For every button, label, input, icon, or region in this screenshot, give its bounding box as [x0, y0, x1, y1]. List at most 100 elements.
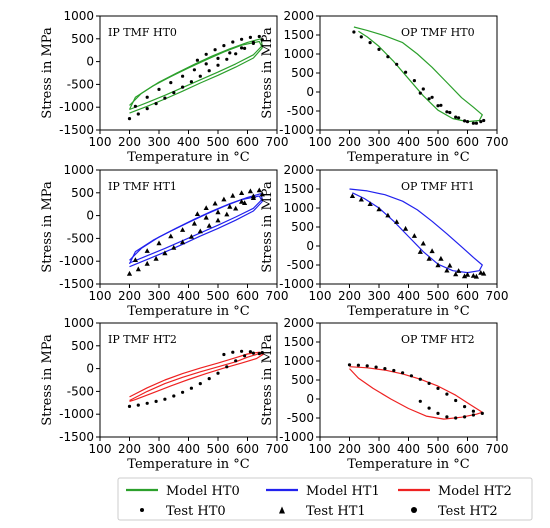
test-point	[227, 203, 233, 209]
test-point	[162, 250, 168, 256]
test-point	[368, 41, 372, 45]
y-tick-label: 1500	[283, 28, 314, 42]
test-point	[404, 70, 408, 74]
y-tick-label: -1000	[279, 277, 314, 291]
y-axis-label: Stress in MPa	[260, 181, 275, 273]
panel-1: 100 200 300 400 500 600 700 -1500 -1000 -500 0 500 1…	[40, 9, 288, 165]
test-point	[225, 365, 229, 369]
test-point	[445, 110, 449, 114]
test-point	[213, 48, 217, 52]
test-point	[169, 81, 173, 85]
x-tick-label: 400	[177, 289, 200, 303]
panel-title: IP TMF HT2	[108, 333, 177, 346]
x-tick-label: 200	[338, 442, 361, 456]
test-point	[412, 79, 416, 83]
test-point	[418, 399, 422, 403]
x-axis-label: Temperature in °C	[347, 304, 469, 319]
test-point	[463, 405, 467, 409]
test-point	[438, 255, 444, 261]
test-point	[479, 120, 483, 124]
test-point	[474, 121, 478, 125]
y-tick-label: -1500	[59, 430, 94, 444]
test-point	[454, 398, 458, 403]
y-tick-label: 2000	[283, 9, 314, 23]
test-point	[427, 406, 431, 410]
test-point	[429, 248, 435, 254]
test-point	[136, 403, 140, 407]
legend-test-ht2-label: Test HT2	[438, 504, 498, 519]
x-tick-label: 600	[236, 442, 259, 456]
y-tick-label: -500	[67, 77, 94, 91]
panel-title: OP TMF HT2	[401, 333, 475, 346]
test-point	[480, 411, 484, 415]
test-point	[239, 190, 245, 195]
y-tick-label: 2000	[283, 316, 314, 330]
test-point	[154, 399, 158, 403]
test-point	[197, 228, 203, 234]
test-point	[457, 116, 461, 120]
test-point	[260, 38, 264, 42]
panel-5: 100 200 300 400 500 600 700 -1500 -1000 -500 0 500 1…	[40, 316, 288, 472]
test-point	[207, 377, 211, 381]
y-tick-label: 1000	[283, 354, 314, 368]
x-tick-label: 500	[207, 442, 230, 456]
y-tick-label: -1000	[59, 407, 94, 421]
test-point	[411, 233, 417, 238]
y-tick-label: 0	[306, 85, 314, 99]
panel-title: IP TMF HT1	[108, 180, 177, 193]
y-tick-label: 0	[86, 362, 94, 376]
test-point	[204, 52, 208, 56]
test-point	[231, 40, 235, 44]
y-tick-label: -500	[287, 258, 314, 272]
test-point	[192, 68, 196, 72]
test-point	[156, 240, 162, 246]
x-axis-label: Temperature in °C	[127, 304, 249, 319]
test-point	[454, 115, 458, 119]
test-point	[224, 211, 230, 217]
y-axis-label: Stress in MPa	[40, 27, 55, 119]
test-point	[204, 62, 208, 66]
test-point	[222, 44, 226, 48]
x-tick-label: 300	[148, 135, 171, 149]
y-tick-label: -1000	[59, 100, 94, 114]
test-point	[216, 63, 220, 67]
test-point	[260, 351, 264, 355]
test-point	[383, 367, 387, 371]
x-tick-label: 200	[338, 289, 361, 303]
test-point	[153, 255, 159, 261]
test-point	[358, 196, 364, 202]
y-tick-label: 500	[291, 66, 314, 80]
x-tick-label: 300	[368, 289, 391, 303]
test-point	[189, 386, 193, 390]
test-point	[392, 368, 396, 373]
test-point	[426, 255, 432, 261]
panel-3: 100 200 300 400 500 600 700 -1500 -1000 -500 0 500 1…	[40, 163, 288, 319]
x-tick-label: 500	[427, 135, 450, 149]
y-tick-label: -500	[287, 104, 314, 118]
test-point	[349, 193, 356, 198]
test-point	[198, 382, 202, 386]
test-point	[228, 51, 232, 55]
test-point	[427, 381, 431, 385]
panel-title: IP TMF HT0	[108, 26, 177, 39]
test-point	[448, 110, 452, 115]
test-point	[401, 371, 405, 375]
test-point	[240, 349, 244, 353]
x-tick-label: 600	[236, 135, 259, 149]
x-tick-label: 300	[368, 442, 391, 456]
test-point	[163, 397, 167, 401]
y-tick-label: 500	[71, 339, 94, 353]
test-point	[242, 200, 248, 205]
x-tick-label: 300	[148, 442, 171, 456]
y-tick-label: 1500	[283, 335, 314, 349]
test-point	[470, 273, 476, 278]
y-tick-label: 1000	[283, 201, 314, 215]
x-tick-label: 100	[89, 289, 112, 303]
test-point	[230, 192, 236, 198]
test-point	[203, 205, 209, 210]
panel-2: 100 200 300 400 500 600 700-1000-5000500100015…	[260, 9, 508, 165]
y-tick-label: 1000	[283, 47, 314, 61]
test-point	[461, 273, 468, 279]
test-point	[420, 240, 426, 246]
test-point	[240, 46, 244, 50]
